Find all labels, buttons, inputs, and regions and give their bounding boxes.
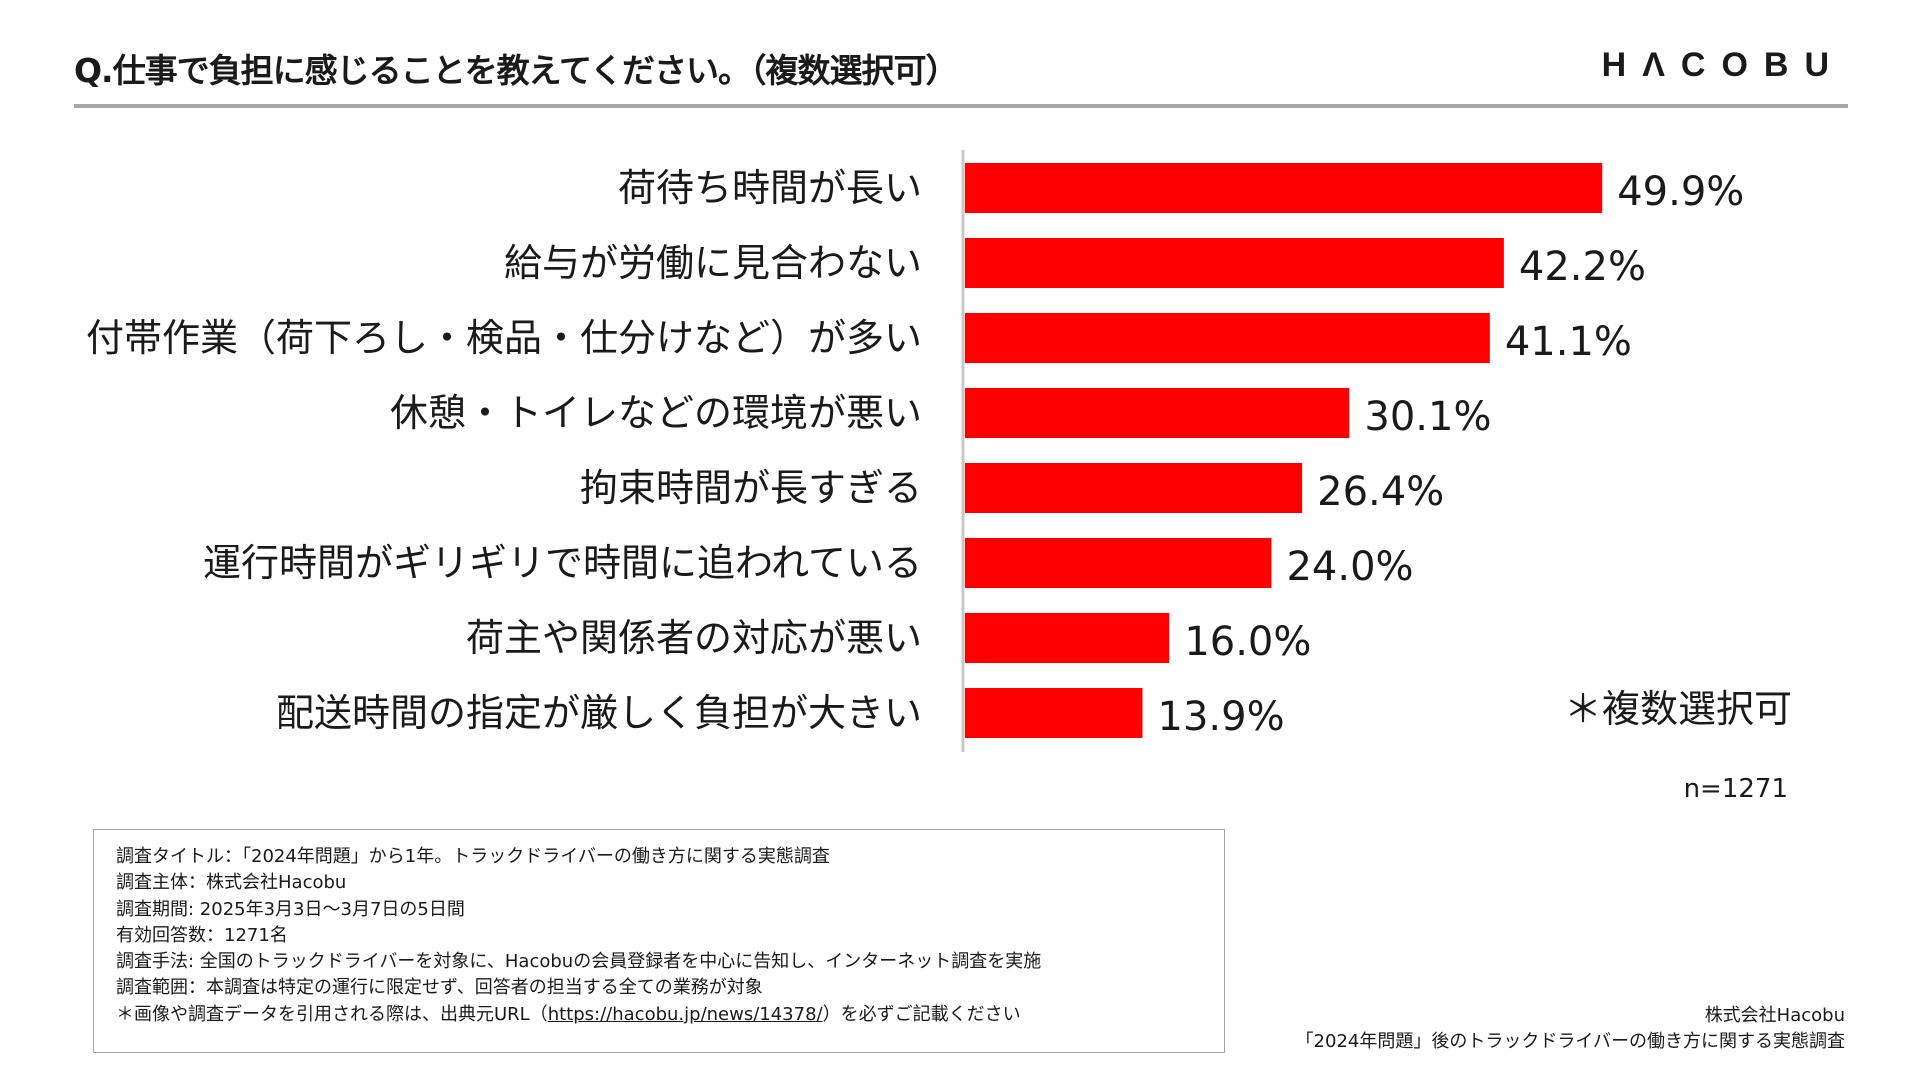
hacobu-logo: HΛCOBU	[1601, 46, 1845, 84]
category-label: 運行時間がギリギリで時間に追われている	[203, 541, 922, 585]
value-label: 49.9%	[1617, 169, 1744, 215]
category-label: 給与が労働に見合わない	[504, 241, 922, 285]
survey-title: 調査タイトル：「2024年問題」から1年。トラックドライバーの働き方に関する実態…	[116, 846, 830, 867]
bar	[965, 538, 1272, 588]
bar	[965, 613, 1170, 663]
value-label: 24.0%	[1286, 544, 1413, 590]
bar	[965, 688, 1143, 738]
survey-responses: 有効回答数：1271名	[116, 924, 288, 946]
credit-report: 「2024年問題」後のトラックドライバーの働き方に関する実態調査	[1295, 1031, 1845, 1052]
survey-citation: ＊画像や調査データを引用される際は、出典元URL（https://hacobu.…	[116, 1002, 1202, 1028]
value-label: 30.1%	[1364, 394, 1491, 440]
credit-company: 株式会社Hacobu	[1704, 1005, 1845, 1026]
footer-credit: 株式会社Hacobu 「2024年問題」後のトラックドライバーの働き方に関する実…	[1296, 1003, 1845, 1055]
value-label: 41.1%	[1505, 319, 1632, 365]
sample-size: n=1271	[1683, 774, 1788, 804]
citation-prefix: ＊画像や調査データを引用される際は、出典元URL（	[116, 1003, 548, 1025]
survey-scope: 調査範囲：本調査は特定の運行に限定せず、回答者の担当する全ての業務が対象	[116, 977, 763, 999]
category-label: 配送時間の指定が厳しく負担が大きい	[276, 691, 922, 735]
header-divider	[74, 104, 1848, 108]
value-label: 42.2%	[1519, 244, 1646, 290]
bar	[965, 238, 1504, 288]
survey-info-box: 調査タイトル：「2024年問題」から1年。トラックドライバーの働き方に関する実態…	[93, 829, 1225, 1053]
survey-sponsor: 調査主体：株式会社Hacobu	[116, 872, 347, 894]
question-title: Q.仕事で負担に感じることを教えてください。（複数選択可）	[74, 51, 958, 90]
citation-suffix: ）を必ずご記載ください	[822, 1003, 1021, 1025]
value-label: 13.9%	[1158, 694, 1285, 740]
value-label: 26.4%	[1317, 469, 1444, 515]
bar	[965, 313, 1490, 363]
bar	[965, 163, 1603, 213]
source-url-link[interactable]: https://hacobu.jp/news/14378/	[547, 1003, 823, 1025]
multi-select-note: ＊複数選択可	[1563, 687, 1792, 731]
value-label: 16.0%	[1184, 619, 1311, 665]
category-label: 休憩・トイレなどの環境が悪い	[390, 391, 922, 435]
bar	[965, 463, 1303, 513]
category-label: 荷主や関係者の対応が悪い	[466, 616, 922, 660]
category-label: 付帯作業（荷下ろし・検品・仕分けなど）が多い	[86, 316, 922, 360]
bar	[965, 388, 1350, 438]
survey-period: 調査期間: 2025年3月3日〜3月7日の5日間	[116, 898, 465, 920]
category-label: 拘束時間が長すぎる	[580, 466, 922, 510]
category-label: 荷待ち時間が長い	[618, 166, 922, 210]
survey-method: 調査手法: 全国のトラックドライバーを対象に、Hacobuの会員登録者を中心に告…	[116, 951, 1042, 973]
